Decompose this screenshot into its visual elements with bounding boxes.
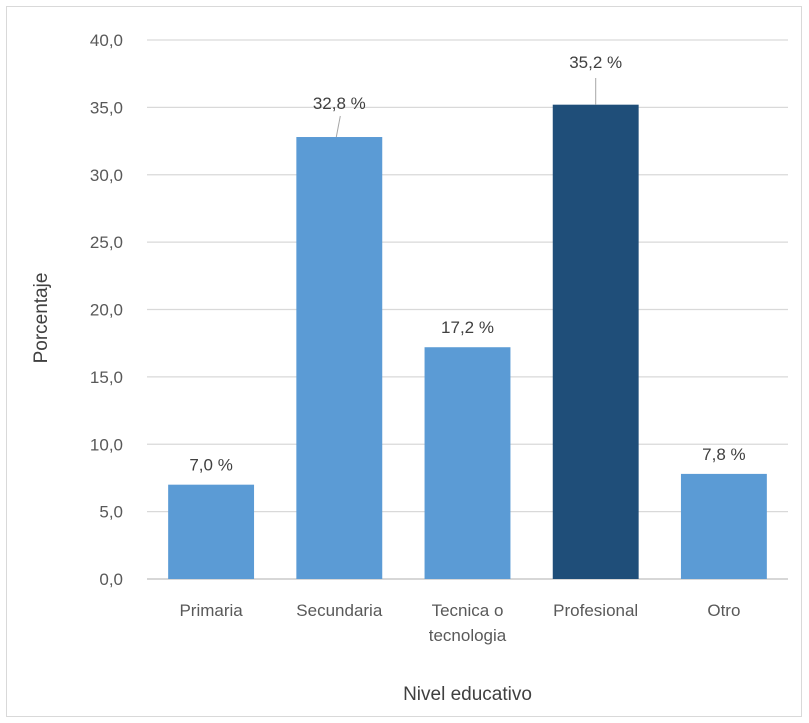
x-tick-label: Profesional xyxy=(553,601,638,620)
y-tick-label: 5,0 xyxy=(99,503,123,522)
y-tick-label: 40,0 xyxy=(90,31,123,50)
leader-line xyxy=(335,115,341,138)
data-label: 32,8 % xyxy=(313,94,366,113)
x-tick-label: Otro xyxy=(707,601,740,620)
data-label: 35,2 % xyxy=(569,53,622,72)
data-label: 7,8 % xyxy=(702,445,745,464)
y-tick-label: 35,0 xyxy=(90,98,123,117)
bar xyxy=(296,137,383,579)
x-tick-label: tecnologia xyxy=(429,626,507,645)
y-tick-label: 30,0 xyxy=(90,166,123,185)
y-tick-label: 15,0 xyxy=(90,368,123,387)
bars xyxy=(168,104,767,580)
bar xyxy=(552,104,639,580)
x-tick-label: Secundaria xyxy=(296,601,383,620)
x-axis-title: Nivel educativo xyxy=(403,684,532,705)
bar xyxy=(680,473,767,579)
x-tick-label: Tecnica o xyxy=(432,601,504,620)
data-labels: 7,0 % 32,8 % 17,2 % 35,2 % 7,8 % xyxy=(189,53,745,475)
x-tick-label: Primaria xyxy=(179,601,243,620)
y-tick-label: 20,0 xyxy=(90,301,123,320)
x-axis-categories: Primaria Secundaria Tecnica o tecnologia Pro… xyxy=(179,601,740,645)
y-tick-label: 0,0 xyxy=(99,570,123,589)
bar xyxy=(424,347,511,579)
y-tick-label: 10,0 xyxy=(90,435,123,454)
data-label: 7,0 % xyxy=(189,456,232,475)
chart-frame xyxy=(6,6,802,717)
data-label: 17,2 % xyxy=(441,318,494,337)
y-axis-title: Porcentaje xyxy=(31,273,52,364)
y-axis-ticks: 0,0 5,0 10,0 15,0 20,0 25,0 30,0 35,0 40,0 xyxy=(90,31,123,589)
y-tick-label: 25,0 xyxy=(90,233,123,252)
bar xyxy=(168,484,255,579)
